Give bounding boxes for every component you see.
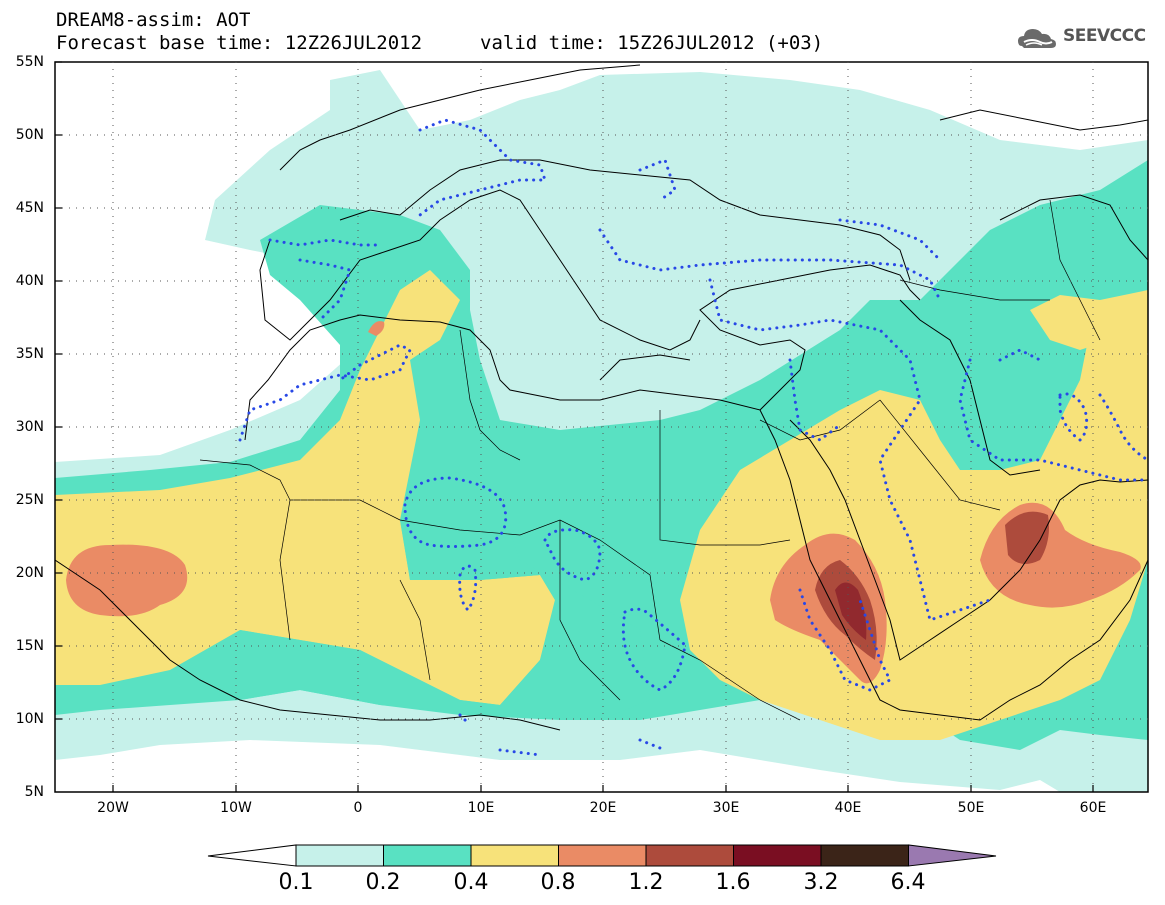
- aot-band-1.6-redsea: [835, 582, 867, 640]
- coastlines: [55, 64, 1148, 731]
- valid-time: valid time: 15Z26JUL2012 (+03): [480, 32, 824, 54]
- aot-band-0.8-morocco: [368, 321, 385, 336]
- lat-label: 25N: [15, 492, 44, 508]
- colorbar-bin-0.1-0.2: [295, 844, 384, 867]
- colorbar-bin-0.8-1.2: [558, 844, 647, 867]
- lat-label: 30N: [15, 419, 44, 435]
- graticule: [55, 62, 1148, 792]
- colorbar-bin-0.4-0.8: [470, 844, 559, 867]
- lat-label: 15N: [15, 638, 44, 654]
- lon-label: 40E: [834, 800, 862, 816]
- lon-label: 20E: [589, 800, 617, 816]
- colorbar-bin-1.2-1.6: [645, 844, 734, 867]
- lon-label: 10W: [220, 800, 252, 816]
- colorbar-bin-3.2-6.4: [820, 844, 909, 867]
- colorbar-label: 0.2: [365, 870, 401, 895]
- colorbar-label: 0.8: [540, 870, 576, 895]
- lat-label: 10N: [15, 711, 44, 727]
- lat-label: 55N: [15, 54, 44, 70]
- lat-label: 45N: [15, 200, 44, 216]
- map-title: DREAM8-assim: AOT: [56, 9, 251, 31]
- lon-label: 30E: [712, 800, 740, 816]
- lon-label: 60E: [1079, 800, 1107, 816]
- seevccc-logo-icon: [1018, 29, 1056, 48]
- forecast-base-time: Forecast base time: 12Z26JUL2012: [56, 32, 423, 54]
- aot-band-0.8-west: [66, 544, 188, 617]
- axis-ticks: [55, 61, 1094, 792]
- dust-contours: [238, 118, 1148, 757]
- colorbar: [207, 844, 997, 867]
- colorbar-label: 0.4: [453, 870, 489, 895]
- lon-label: 50E: [957, 800, 985, 816]
- colorbar-label: 1.2: [628, 870, 664, 895]
- colorbar-label: 1.6: [715, 870, 751, 895]
- lat-label: 40N: [15, 273, 44, 289]
- seevccc-logo-text: SEEVCCC: [1063, 26, 1146, 46]
- lon-label: 0: [353, 800, 363, 816]
- aot-shading: [55, 62, 1148, 792]
- aot-band-1.2-arabia: [1005, 511, 1049, 564]
- lon-label: 20W: [97, 800, 129, 816]
- lat-label: 35N: [15, 346, 44, 362]
- colorbar-bin-1.6-3.2: [733, 844, 822, 867]
- colorbar-bin-0.2-0.4: [383, 844, 472, 867]
- lon-label: 10E: [467, 800, 495, 816]
- country-borders: [199, 199, 1101, 721]
- colorbar-low-arrow: [207, 844, 297, 867]
- lat-label: 20N: [15, 565, 44, 581]
- aot-band-0.4-west: [55, 270, 555, 705]
- colorbar-label: 6.4: [890, 870, 926, 895]
- lat-label: 50N: [15, 127, 44, 143]
- colorbar-label: 0.1: [278, 870, 314, 895]
- colorbar-high-arrow: [908, 844, 997, 867]
- colorbar-label: 3.2: [803, 870, 839, 895]
- aot-band-0.4-sahel: [240, 470, 650, 720]
- lat-label: 5N: [24, 784, 44, 800]
- aot-band-0.4-iran: [1030, 290, 1148, 350]
